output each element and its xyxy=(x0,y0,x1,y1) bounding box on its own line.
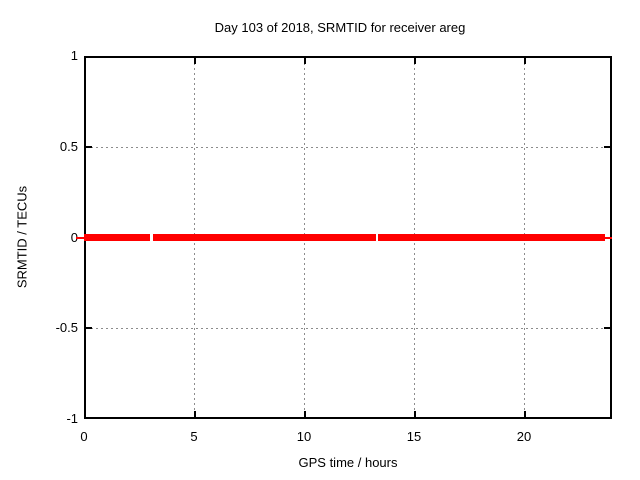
series-segment xyxy=(153,234,376,241)
y-axis-label-text: SRMTID / TECUs xyxy=(14,185,30,289)
x-axis-label: GPS time / hours xyxy=(298,455,398,470)
x-tick-top xyxy=(414,58,416,64)
x-tick-bottom xyxy=(524,411,526,417)
y-gridline xyxy=(86,328,610,329)
x-tick-label: 0 xyxy=(80,429,88,444)
y-tick-left xyxy=(86,146,92,148)
x-tick-top xyxy=(304,58,306,64)
series-segment xyxy=(84,234,150,241)
x-tick-bottom xyxy=(194,411,196,417)
y-tick-left xyxy=(86,327,92,329)
x-tick-bottom xyxy=(304,411,306,417)
y-gridline xyxy=(86,147,610,148)
y-tick-label: 0 xyxy=(70,230,78,245)
series-thin-cap xyxy=(76,237,86,239)
y-tick-right xyxy=(604,327,610,329)
series-thin-cap xyxy=(605,237,612,239)
chart-title: Day 103 of 2018, SRMTID for receiver are… xyxy=(214,20,466,35)
x-tick-top xyxy=(524,58,526,64)
y-tick-label: -1 xyxy=(66,411,78,426)
x-tick-label: 20 xyxy=(516,429,532,444)
y-tick-right xyxy=(604,146,610,148)
series-segment xyxy=(378,234,605,241)
x-tick-label: 10 xyxy=(296,429,312,444)
x-tick-label: 5 xyxy=(190,429,198,444)
x-tick-top xyxy=(194,58,196,64)
y-tick-label: 1 xyxy=(70,48,78,63)
y-tick-label: 0.5 xyxy=(59,139,78,154)
y-tick-label: -0.5 xyxy=(55,320,78,335)
x-tick-label: 15 xyxy=(406,429,422,444)
x-tick-bottom xyxy=(414,411,416,417)
